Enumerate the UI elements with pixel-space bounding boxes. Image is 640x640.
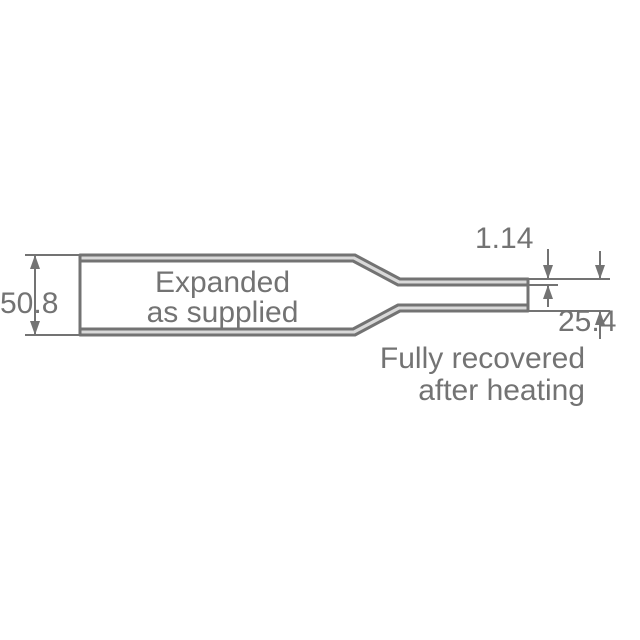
label-recovered-line1: Fully recovered [380, 342, 585, 375]
dimension-expanded-diameter: 50.8 [0, 255, 80, 335]
dimension-wall-thickness: 1.14 [475, 222, 558, 307]
label-expanded-line2: as supplied [147, 296, 299, 329]
dimension-recovered-diameter: 25.4 [528, 251, 616, 339]
dimension-value-expanded: 50.8 [0, 287, 58, 320]
dimension-value-wall: 1.14 [475, 222, 533, 255]
label-recovered-line2: after heating [418, 374, 585, 407]
label-expanded-line1: Expanded [155, 266, 290, 299]
dimension-value-recovered: 25.4 [558, 305, 616, 338]
